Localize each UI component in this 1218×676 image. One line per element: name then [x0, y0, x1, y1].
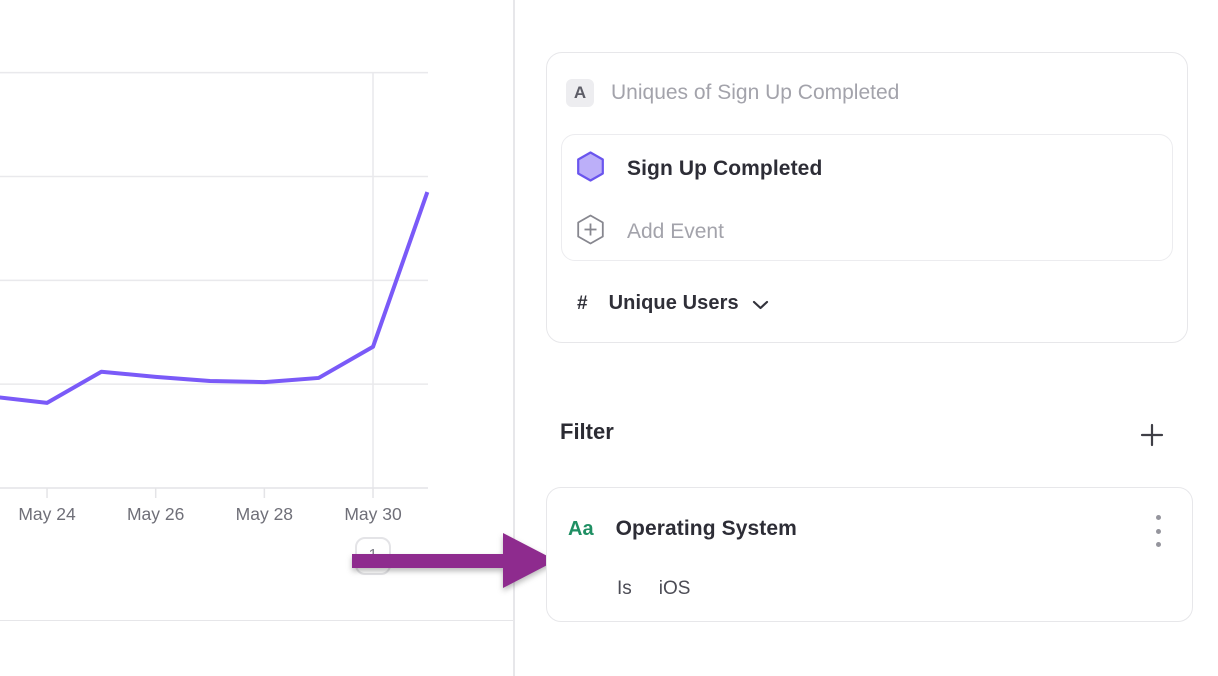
filter-card: Aa Operating System Is iOS — [546, 487, 1193, 622]
metric-card: A Uniques of Sign Up Completed Sign Up C… — [546, 52, 1188, 343]
kebab-menu-icon[interactable] — [1155, 515, 1161, 547]
event-row[interactable]: Sign Up Completed — [575, 151, 823, 187]
x-axis-label: May 30 — [344, 504, 402, 524]
measure-dropdown[interactable]: # Unique Users — [577, 292, 769, 315]
string-property-icon: Aa — [568, 517, 594, 540]
line-chart: May 24 May 26 May 28 May 30 — [0, 71, 430, 524]
series-letter-badge[interactable]: A — [566, 79, 594, 107]
chart-bottom-rule — [0, 620, 513, 621]
add-event-hexagon-plus-icon — [575, 214, 606, 250]
x-axis-label: May 28 — [236, 504, 293, 524]
x-axis-label: May 24 — [18, 504, 76, 524]
filter-property-row[interactable]: Aa Operating System — [568, 514, 797, 544]
series-label[interactable]: Uniques of Sign Up Completed — [611, 81, 900, 104]
series-row[interactable]: A Uniques of Sign Up Completed — [566, 79, 899, 107]
chevron-down-icon — [752, 300, 768, 310]
number-type-icon: # — [577, 292, 588, 314]
plus-icon — [1140, 423, 1164, 447]
add-event-button[interactable]: Add Event — [575, 214, 724, 250]
event-card: Sign Up Completed Add Event — [561, 134, 1173, 261]
filter-operator[interactable]: Is — [617, 578, 632, 599]
hexagon-icon — [575, 151, 606, 187]
measure-label: Unique Users — [608, 292, 739, 314]
add-filter-button[interactable] — [1138, 421, 1166, 449]
x-axis-label: May 26 — [127, 504, 184, 524]
filter-section-title: Filter — [560, 419, 614, 444]
arrow-right-icon — [352, 533, 556, 588]
data-line — [0, 191, 430, 405]
filter-value[interactable]: iOS — [658, 578, 691, 599]
add-event-label: Add Event — [627, 220, 724, 243]
event-name: Sign Up Completed — [627, 157, 823, 180]
panel-divider — [513, 0, 515, 676]
filter-property-name: Operating System — [615, 517, 797, 540]
